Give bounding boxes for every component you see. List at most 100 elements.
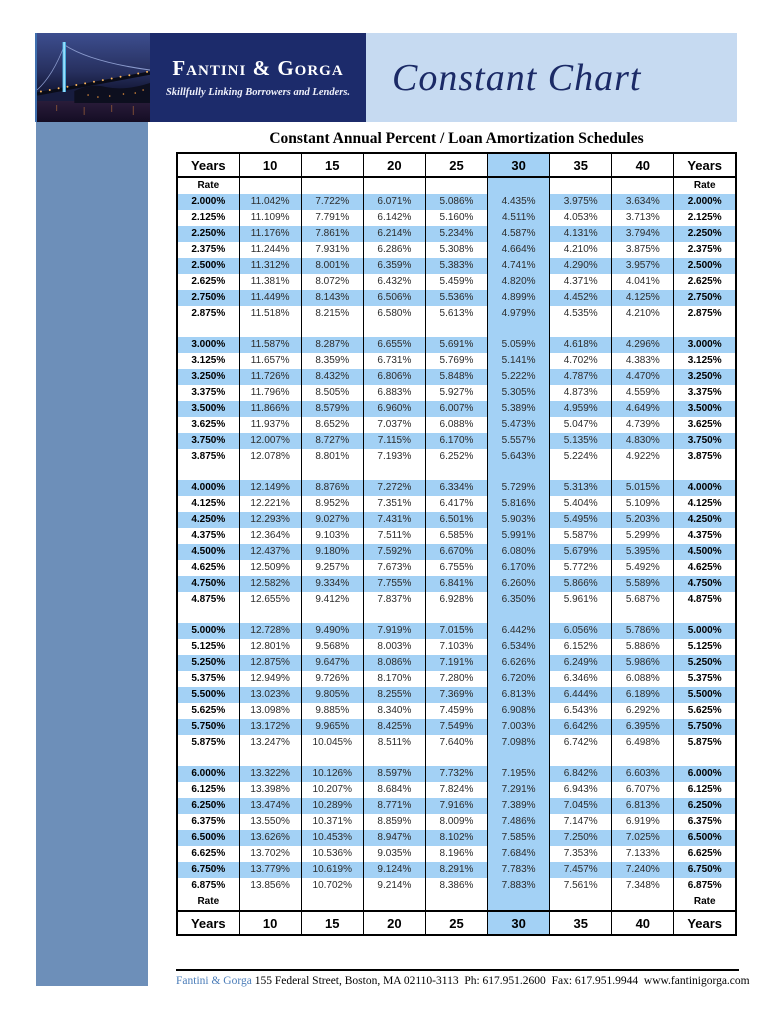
value-cell: 5.495% [549,512,613,528]
year-column-header: 10 [238,152,302,178]
value-cell: 9.124% [362,862,426,878]
logo: Fantini & Gorga Skillfully Linking Borro… [150,33,366,122]
rate-cell: 2.750% [673,290,737,306]
rate-cell: 6.500% [176,830,240,846]
year-column-header: 40 [611,152,675,178]
value-cell: 5.459% [424,274,489,290]
value-cell: 11.587% [238,337,302,353]
rate-cell: 6.375% [673,814,737,830]
value-cell: 6.442% [487,623,551,639]
table-row: 4.750% 12.582% 9.334% 7.755% 6.841% 6.260% 5.8… [176,576,737,592]
value-cell: 6.056% [549,623,613,639]
table-cell [487,608,551,623]
value-cell: 8.801% [300,449,364,465]
value-cell: 9.805% [300,687,364,703]
table-row: 2.125% 11.109% 7.791% 6.142% 5.160% 4.511% 4.0… [176,210,737,226]
table-cell [549,465,613,480]
value-cell: 8.009% [424,814,489,830]
year-column-header: 15 [300,152,364,178]
value-cell: 6.152% [549,639,613,655]
rate-cell: 5.625% [673,703,737,719]
value-cell: 9.257% [300,560,364,576]
value-cell: 6.334% [424,480,489,496]
value-cell: 8.505% [300,385,364,401]
table-cell [673,322,737,337]
value-cell: 7.755% [362,576,426,592]
value-cell: 6.498% [611,735,675,751]
value-cell: 5.679% [549,544,613,560]
value-cell: 7.193% [362,449,426,465]
rate-cell: 5.250% [673,655,737,671]
value-cell: 5.203% [611,512,675,528]
table-cell [611,608,675,623]
rate-cell: 6.000% [673,766,737,782]
table-cell [487,322,551,337]
rate-cell: 5.000% [176,623,240,639]
value-cell: 5.305% [487,385,551,401]
value-cell: 5.059% [487,337,551,353]
rate-cell: 6.750% [673,862,737,878]
footer-divider [176,969,739,971]
value-cell: 4.041% [611,274,675,290]
value-cell: 7.673% [362,560,426,576]
value-cell: 7.272% [362,480,426,496]
table-row: 2.625% 11.381% 8.072% 6.432% 5.459% 4.820% 4.3… [176,274,737,290]
value-cell: 10.536% [300,846,364,862]
value-cell: 3.957% [611,258,675,274]
table-cell [487,465,551,480]
value-cell: 5.141% [487,353,551,369]
table-cell [549,177,613,194]
value-cell: 7.883% [487,878,551,894]
year-column-header: 25 [424,152,489,178]
value-cell: 12.364% [238,528,302,544]
value-cell: 8.143% [300,290,364,306]
value-cell: 9.214% [362,878,426,894]
value-cell: 4.664% [487,242,551,258]
value-cell: 4.559% [611,385,675,401]
value-cell: 4.511% [487,210,551,226]
rate-cell: 6.625% [673,846,737,862]
value-cell: 6.350% [487,592,551,608]
value-cell: 11.176% [238,226,302,242]
value-cell: 6.655% [362,337,426,353]
rate-cell: 3.125% [176,353,240,369]
value-cell: 9.965% [300,719,364,735]
table-cell [549,322,613,337]
value-cell: 7.919% [362,623,426,639]
value-cell: 7.103% [424,639,489,655]
rate-cell: 5.250% [176,655,240,671]
rate-cell: 2.250% [673,226,737,242]
logo-company-name: Fantini & Gorga [172,55,344,80]
value-cell: 6.417% [424,496,489,512]
value-cell: 13.322% [238,766,302,782]
value-cell: 4.873% [549,385,613,401]
table-cell [487,894,551,911]
logo-tagline: Skillfully Linking Borrowers and Lenders… [165,87,351,99]
value-cell: 6.359% [362,258,426,274]
value-cell: 6.501% [424,512,489,528]
value-cell: 13.098% [238,703,302,719]
value-cell: 5.160% [424,210,489,226]
value-cell: 8.102% [424,830,489,846]
table-cell [549,608,613,623]
rate-cell: 5.375% [673,671,737,687]
value-cell: 7.191% [424,655,489,671]
value-cell: 4.290% [549,258,613,274]
value-cell: 8.170% [362,671,426,687]
rate-cell: 6.625% [176,846,240,862]
table-row: 5.250% 12.875% 9.647% 8.086% 7.191% 6.626% 6.2… [176,655,737,671]
value-cell: 7.549% [424,719,489,735]
value-cell: 4.371% [549,274,613,290]
rate-cell: 4.625% [673,560,737,576]
table-cell [238,894,302,911]
rate-cell: 2.625% [673,274,737,290]
value-cell: 5.086% [424,194,489,210]
value-cell: 7.824% [424,782,489,798]
rate-label-cell: Rate [673,894,737,911]
value-cell: 6.080% [487,544,551,560]
value-cell: 11.937% [238,417,302,433]
rate-cell: 5.125% [176,639,240,655]
rate-cell: 3.375% [673,385,737,401]
value-cell: 6.813% [487,687,551,703]
